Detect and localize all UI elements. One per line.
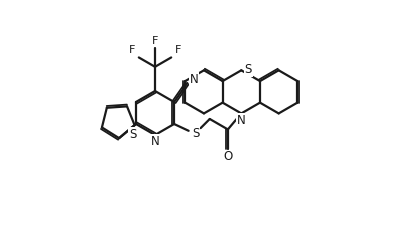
- Text: S: S: [192, 127, 199, 140]
- Text: O: O: [223, 150, 232, 163]
- Text: S: S: [129, 128, 136, 141]
- Text: N: N: [151, 135, 159, 148]
- Text: N: N: [190, 73, 199, 86]
- Text: F: F: [129, 45, 135, 55]
- Text: F: F: [175, 45, 181, 55]
- Text: N: N: [237, 114, 246, 127]
- Text: F: F: [152, 36, 158, 46]
- Text: S: S: [244, 63, 252, 76]
